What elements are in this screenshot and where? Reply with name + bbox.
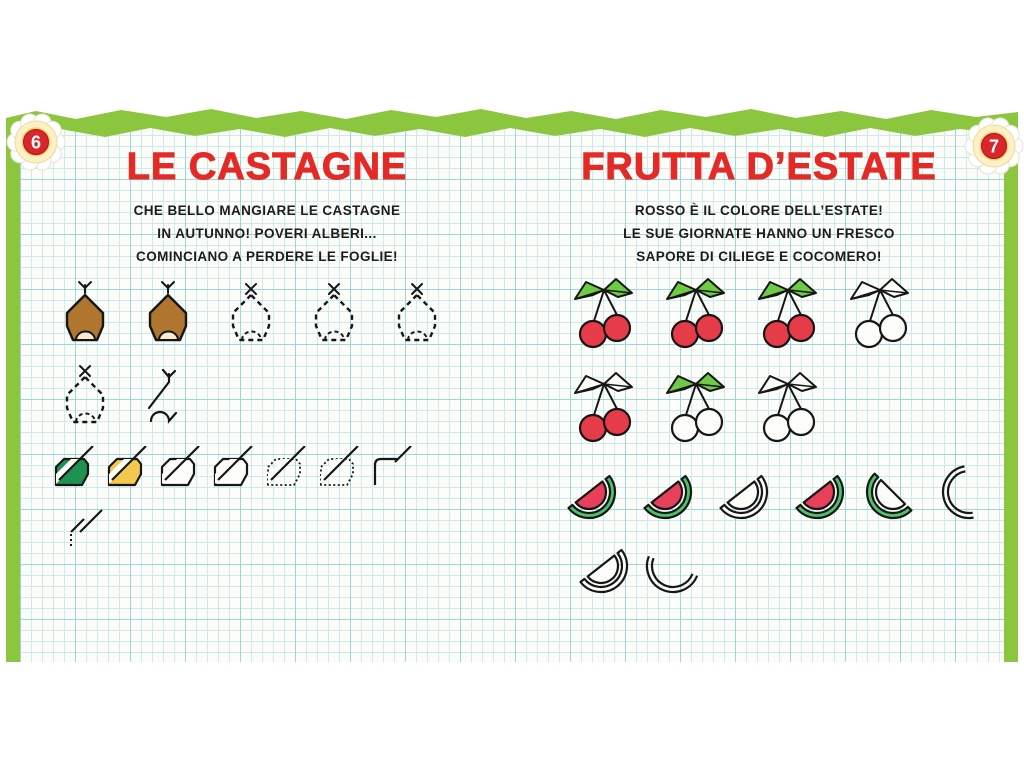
cherry-figure-red-fruit [572,370,636,453]
caption-line: COMINCIANO A PERDERE LE FOGLIE! [136,249,398,264]
graph-paper-background [20,128,1004,662]
page-number: 6 [31,133,41,153]
page-number: 7 [989,137,999,157]
caption-line: SAPORE DI CILIEGE E COCOMERO! [636,249,882,264]
leaf-figure-yellow [106,445,150,493]
caption-line: CHE BELLO MANGIARE LE CASTAGNE [133,203,401,218]
watermelon-tracing-row-1 [556,464,1002,531]
melon-figure-rind [860,464,926,531]
leaf-tracing-row-2 [66,506,110,553]
leaf-tracing-row-1 [53,445,415,493]
leaf-figure-outline [159,445,203,493]
leaf-figure-green [53,445,97,493]
melon-figure-outline [708,464,774,531]
right-page-caption: ROSSO È IL COLORE DELL’ESTATE! LE SUE GI… [514,199,1004,268]
caption-line: ROSSO È IL COLORE DELL’ESTATE! [634,203,884,218]
left-page-caption: CHE BELLO MANGIARE LE CASTAGNE IN AUTUNN… [22,199,512,268]
chestnut-tracing-row-1 [59,280,443,353]
cherry-tracing-row-1 [572,276,912,359]
leaf-figure-dotted [265,445,309,493]
caption-line: LE SUE GIORNATE HANNO UN FRESCO [623,226,895,241]
flower-badge-icon: 7 [964,117,1024,175]
chestnut-figure-partial [135,362,187,435]
chestnut-figure-filled [59,280,111,353]
cherry-figure-outline [848,276,912,359]
cherry-tracing-row-2 [572,370,820,453]
left-page-title: LE CASTAGNE [126,146,408,189]
leaf-figure-start [66,506,110,553]
leaf-figure-corner [371,445,415,493]
page-number-badge-left: 6 [6,112,66,172]
melon-figure-arcs [640,538,706,605]
leaf-figure-outline [212,445,256,493]
cherry-figure-full [756,276,820,359]
caption-line: IN AUTUNNO! POVERI ALBERI... [157,226,377,241]
leaf-figure-dotted [318,445,362,493]
cherry-figure-full [664,276,728,359]
melon-figure-full [784,464,850,531]
melon-figure-arcs [936,464,1002,531]
chestnut-figure-dashed [225,280,277,353]
watermelon-tracing-row-2 [568,538,706,605]
chestnut-figure-dashed [391,280,443,353]
cherry-figure-full [572,276,636,359]
page-number-badge-right: 7 [964,116,1024,176]
chestnut-figure-dashed [308,280,360,353]
right-page-title: FRUTTA D’ESTATE [581,146,937,189]
cherry-figure-green-leaves [664,370,728,453]
chestnut-tracing-row-2 [59,362,187,435]
melon-figure-full [556,464,622,531]
cherry-figure-outline [756,370,820,453]
melon-figure-full [632,464,698,531]
chestnut-figure-filled [142,280,194,353]
melon-figure-outline [568,538,634,605]
flower-badge-icon: 6 [6,113,66,171]
chestnut-figure-dashed [59,362,111,435]
